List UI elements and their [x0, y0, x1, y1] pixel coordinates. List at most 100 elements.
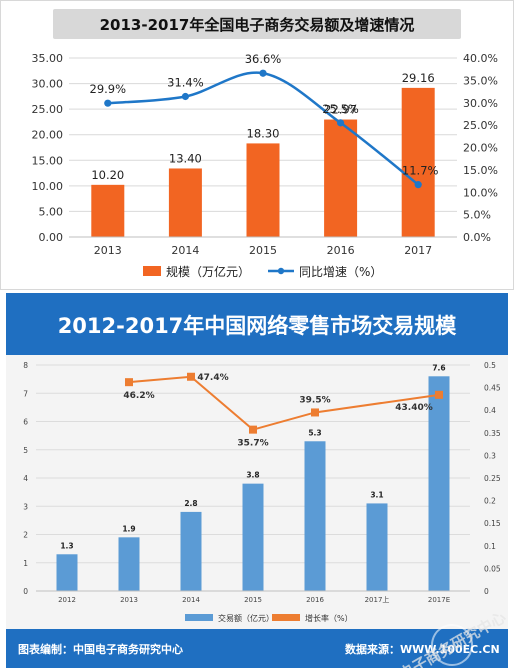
chart1-right-tick-label: 25.0%	[463, 119, 498, 132]
chart2-left-tick-label: 7	[23, 389, 28, 398]
chart2-right-tick-label: 0.05	[484, 564, 501, 573]
chart2-svg: 2012-2017年中国网络零售市场交易规模 0 1 2 3 4 5 6 7 8 0 0.05 0.…	[18, 314, 509, 668]
chart1-x-tick-label: 2015	[249, 244, 277, 257]
chart2-bar-label: 1.9	[122, 524, 135, 533]
chart1-right-tick-label: 15.0%	[463, 164, 498, 177]
chart2-bar	[118, 537, 140, 591]
chart2-legend: 交易额（亿元） 增长率（%）	[185, 613, 353, 623]
chart2-x-tick-label: 2015	[244, 596, 262, 604]
chart2-left-tick-label: 3	[23, 502, 28, 511]
chart1-right-tick-label: 0.0%	[463, 231, 491, 244]
chart1-x-tick-label: 2017	[404, 244, 432, 257]
chart1-right-tick-label: 30.0%	[463, 97, 498, 110]
chart2-x-tick-label: 2013	[120, 596, 138, 604]
chart1-svg: 2013-2017年全国电子商务交易额及增速情况 0.00 5.00 10.00 15…	[32, 9, 498, 279]
chart1-line-point	[104, 99, 112, 107]
chart2-right-tick-label: 0.4	[484, 406, 496, 415]
chart2-bar	[242, 483, 264, 591]
chart1-title: 2013-2017年全国电子商务交易额及增速情况	[100, 16, 415, 34]
chart1-bars: 10.20 13.40 18.30 22.97 29.16	[91, 71, 435, 237]
chart1-left-axis: 0.00 5.00 10.00 15.00 20.00 25.00 30.00 35.00	[32, 52, 64, 244]
chart2-legend-line-label: 增长率（%）	[305, 613, 353, 623]
chart1-x-tick-label: 2014	[171, 244, 199, 257]
chart1-bar	[246, 143, 280, 237]
chart2-line-label: 43.40%	[395, 403, 433, 413]
chart2-left-axis: 0 1 2 3 4 5 6 7 8	[23, 361, 28, 596]
chart1-left-tick-label: 30.00	[32, 78, 64, 91]
chart1-bar-label: 13.40	[169, 151, 202, 165]
chart1-left-tick-label: 10.00	[32, 180, 64, 193]
chart1-left-tick-label: 25.00	[32, 103, 64, 116]
chart1-line-label: 31.4%	[167, 75, 204, 89]
chart2-line-label: 39.5%	[299, 395, 330, 405]
chart2-left-tick-label: 1	[23, 559, 28, 568]
chart2-left-tick-label: 0	[23, 587, 28, 596]
chart2-stamp: 电子商务研究中心	[396, 608, 509, 668]
chart1-line-label: 29.9%	[90, 82, 127, 96]
chart1-bar	[401, 87, 435, 237]
chart1-bar	[168, 168, 202, 237]
chart1-line-label: 25.5%	[322, 102, 359, 116]
chart2-footer-right: 数据来源：WWW.100EC.CN	[345, 642, 500, 656]
chart2-x-tick-label: 2014	[182, 596, 200, 604]
chart2-right-tick-label: 0.1	[484, 542, 496, 551]
chart2-left-tick-label: 8	[23, 361, 28, 370]
chart2-right-tick-label: 0.25	[484, 474, 501, 483]
chart1-bar-label: 29.16	[402, 71, 435, 85]
chart1-bar-label: 22.97	[324, 103, 357, 117]
chart1-bar	[91, 184, 125, 237]
chart2-x-tick-label: 2016	[306, 596, 324, 604]
chart2-left-tick-label: 5	[23, 446, 28, 455]
chart2-right-tick-label: 0.35	[484, 429, 501, 438]
chart2-panel: 2012-2017年中国网络零售市场交易规模 0 1 2 3 4 5 6 7 8 0 0.05 0.…	[0, 293, 514, 668]
chart2-right-tick-label: 0.45	[484, 384, 501, 393]
chart1-right-tick-label: 20.0%	[463, 142, 498, 155]
chart2-line-label: 35.7%	[237, 439, 268, 449]
chart2-line-point	[187, 372, 195, 381]
chart1-legend: 规模（万亿元） 同比增速（%）	[143, 264, 382, 279]
chart1-line-point	[414, 181, 422, 189]
chart1-line: 29.9% 31.4% 36.6% 25.5% 11.7%	[90, 52, 439, 189]
chart2-x-tick-label: 2017E	[428, 596, 450, 604]
chart2-legend-bar-swatch	[185, 614, 213, 621]
chart2-bar-label: 1.3	[60, 541, 73, 550]
chart1-left-tick-label: 35.00	[32, 52, 64, 65]
chart2-bar-label: 3.8	[246, 471, 259, 480]
chart2-right-tick-label: 0.3	[484, 451, 496, 460]
chart1-panel: 2013-2017年全国电子商务交易额及增速情况 0.00 5.00 10.00 15…	[0, 0, 514, 290]
chart1-x-tick-label: 2013	[94, 244, 122, 257]
chart1-right-tick-label: 40.0%	[463, 52, 498, 65]
chart2-legend-line-swatch	[272, 614, 300, 621]
chart2-right-tick-label: 0.15	[484, 519, 501, 528]
chart1-left-tick-label: 15.00	[32, 154, 64, 167]
chart2-line-point	[249, 425, 257, 434]
chart2-bar	[428, 376, 450, 591]
chart2-bar	[304, 441, 326, 591]
chart2-x-tick-label: 2017上	[365, 595, 390, 604]
chart2-footer	[6, 629, 508, 668]
chart1-line-point	[259, 69, 267, 77]
chart2-header	[6, 293, 508, 355]
chart2-right-axis: 0 0.05 0.1 0.15 0.2 0.25 0.3 0.35 0.4 0.45 0.5	[484, 361, 501, 596]
chart1-left-tick-label: 5.00	[39, 205, 64, 218]
chart1-bar-label: 18.30	[247, 126, 280, 140]
chart2-footer-left: 图表编制：中国电子商务研究中心	[18, 642, 183, 656]
chart1-legend-bar-swatch	[143, 266, 161, 276]
chart2-left-tick-label: 2	[23, 531, 28, 540]
chart1-line-label: 11.7%	[402, 164, 439, 178]
chart2-left-tick-label: 4	[23, 474, 28, 483]
chart2-line-point	[435, 390, 443, 399]
chart2-legend-bar-label: 交易额（亿元）	[218, 613, 274, 623]
chart1-x-axis: 2013 2014 2015 2016 2017	[69, 236, 457, 257]
chart1-left-tick-label: 20.00	[32, 129, 64, 142]
chart1-legend-line-marker	[277, 267, 285, 275]
chart1-left-tick-label: 0.00	[39, 231, 64, 244]
chart2-right-tick-label: 0.5	[484, 361, 496, 370]
chart2-right-tick-label: 0.2	[484, 497, 496, 506]
chart1-title-bg	[53, 9, 461, 39]
chart2-bar-label: 7.6	[432, 363, 445, 372]
chart2-line-label: 47.4%	[197, 373, 228, 383]
chart2-right-tick-label: 0	[484, 587, 489, 596]
chart1-bar	[324, 119, 358, 237]
chart1-right-tick-label: 5.0%	[463, 209, 491, 222]
